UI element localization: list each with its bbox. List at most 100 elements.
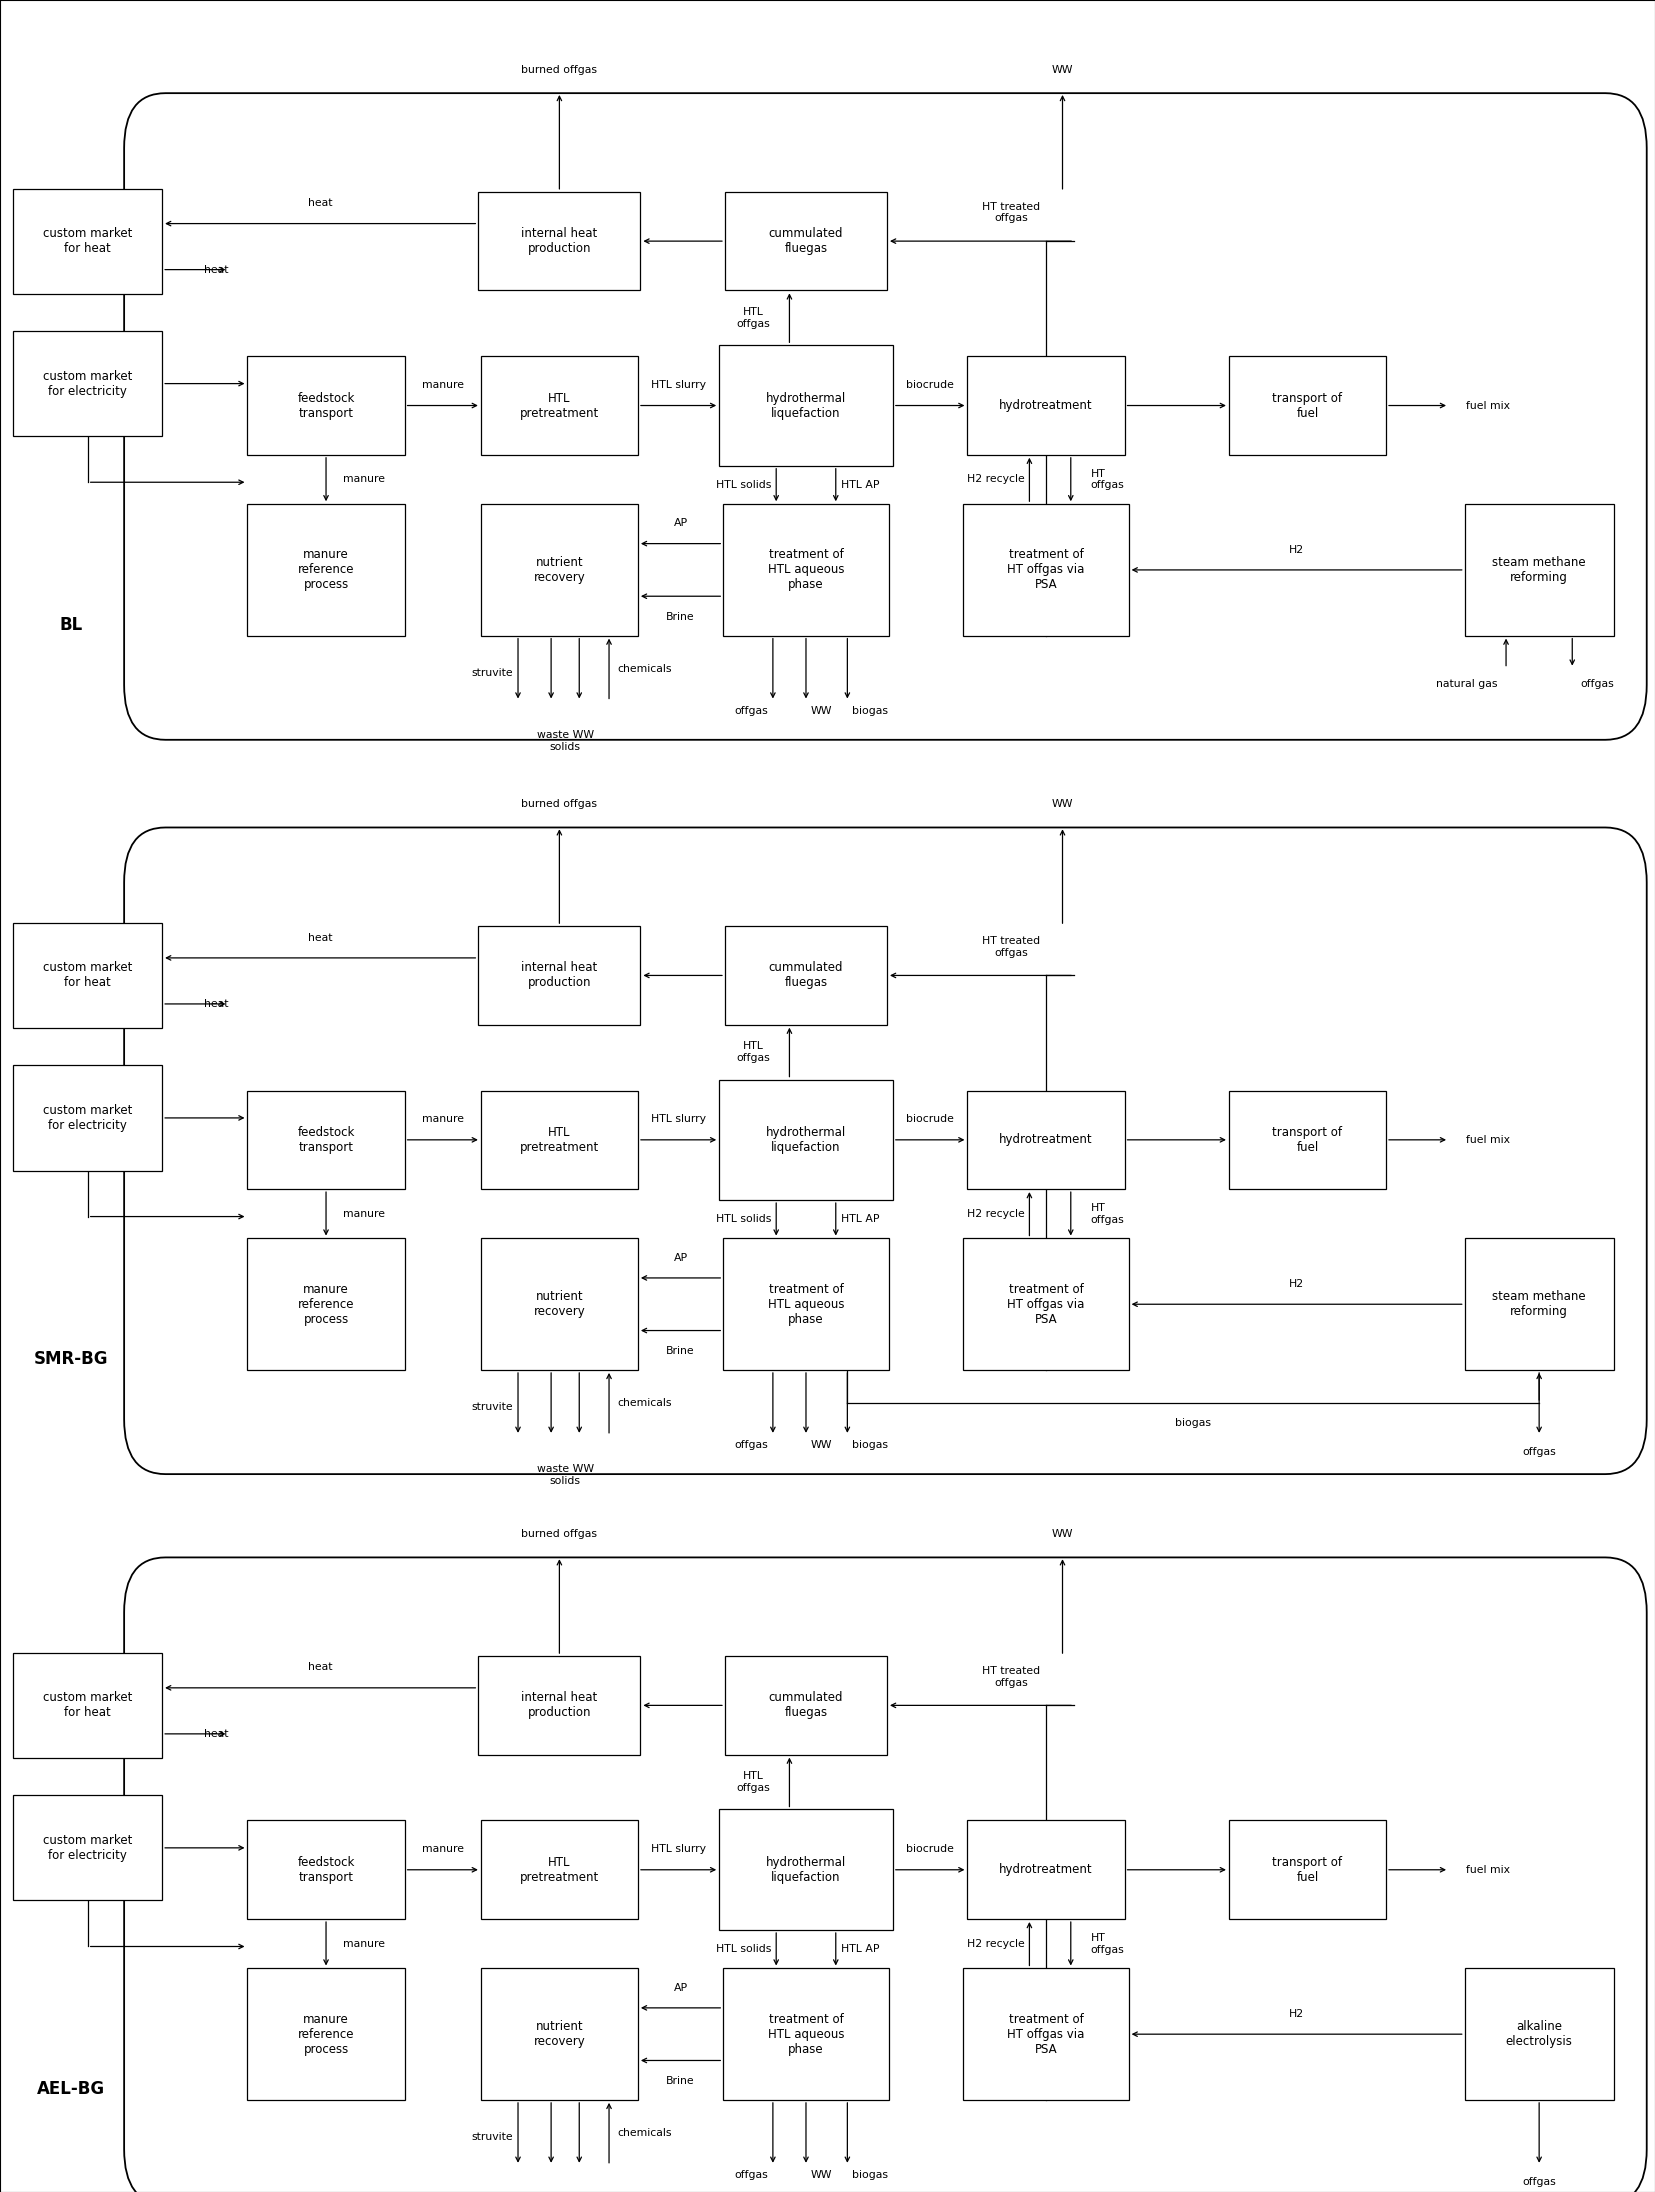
Text: H2 recycle: H2 recycle — [967, 473, 1024, 484]
Text: WW: WW — [811, 2170, 832, 2181]
Text: custom market
for electricity: custom market for electricity — [43, 370, 132, 397]
Text: biocrude: biocrude — [907, 379, 953, 390]
Text: heat: heat — [308, 932, 333, 943]
Text: HTL
offgas: HTL offgas — [736, 1771, 770, 1793]
Text: fuel mix: fuel mix — [1466, 401, 1509, 410]
Text: steam methane
reforming: steam methane reforming — [1493, 557, 1585, 583]
Text: HTL
pretreatment: HTL pretreatment — [520, 1857, 599, 1883]
Text: HTL AP: HTL AP — [841, 480, 879, 491]
Text: offgas: offgas — [735, 706, 768, 717]
FancyBboxPatch shape — [723, 1968, 889, 2100]
Text: BL: BL — [60, 616, 83, 633]
Text: WW: WW — [811, 706, 832, 717]
Text: HTL
offgas: HTL offgas — [736, 1041, 770, 1063]
Text: custom market
for electricity: custom market for electricity — [43, 1835, 132, 1861]
Text: transport of
fuel: transport of fuel — [1273, 392, 1342, 419]
Text: nutrient
recovery: nutrient recovery — [533, 2021, 586, 2047]
Text: internal heat
production: internal heat production — [521, 962, 597, 989]
Text: WW: WW — [1053, 64, 1072, 75]
FancyBboxPatch shape — [963, 1968, 1129, 2100]
Text: HT treated
offgas: HT treated offgas — [981, 202, 1041, 224]
Text: WW: WW — [1053, 1528, 1072, 1539]
Text: manure
reference
process: manure reference process — [298, 1282, 354, 1326]
Text: Brine: Brine — [667, 2076, 695, 2087]
Text: AP: AP — [674, 1252, 688, 1263]
Text: alkaline
electrolysis: alkaline electrolysis — [1506, 2021, 1572, 2047]
Text: natural gas: natural gas — [1437, 680, 1498, 688]
FancyBboxPatch shape — [725, 191, 887, 289]
FancyBboxPatch shape — [482, 504, 639, 636]
Text: H2: H2 — [1289, 2008, 1304, 2019]
Text: HTL solids: HTL solids — [717, 1214, 771, 1225]
Text: offgas: offgas — [1523, 1447, 1556, 1458]
FancyBboxPatch shape — [248, 1238, 405, 1370]
FancyBboxPatch shape — [718, 1081, 894, 1201]
Text: AP: AP — [674, 1982, 688, 1993]
FancyBboxPatch shape — [13, 1795, 162, 1900]
Text: HTL
offgas: HTL offgas — [736, 307, 770, 329]
Text: internal heat
production: internal heat production — [521, 1692, 597, 1719]
Text: HTL solids: HTL solids — [717, 1944, 771, 1955]
Text: Brine: Brine — [667, 1346, 695, 1357]
Text: cummulated
fluegas: cummulated fluegas — [768, 228, 844, 254]
Text: hydrotreatment: hydrotreatment — [1000, 1133, 1092, 1146]
Text: biogas: biogas — [852, 2170, 889, 2181]
Text: heat: heat — [204, 1000, 228, 1008]
Text: chemicals: chemicals — [617, 664, 672, 673]
Text: HTL slurry: HTL slurry — [650, 379, 707, 390]
Text: H2: H2 — [1289, 1278, 1304, 1289]
FancyBboxPatch shape — [967, 1092, 1125, 1188]
Text: AEL-BG: AEL-BG — [36, 2080, 106, 2098]
Text: AP: AP — [674, 517, 688, 528]
Text: struvite: struvite — [472, 669, 513, 677]
Text: fuel mix: fuel mix — [1466, 1865, 1509, 1874]
FancyBboxPatch shape — [482, 1092, 639, 1188]
Text: transport of
fuel: transport of fuel — [1273, 1127, 1342, 1153]
Text: offgas: offgas — [735, 2170, 768, 2181]
Text: feedstock
transport: feedstock transport — [298, 1857, 354, 1883]
FancyBboxPatch shape — [1465, 1968, 1614, 2100]
FancyBboxPatch shape — [723, 1238, 889, 1370]
Text: cummulated
fluegas: cummulated fluegas — [768, 1692, 844, 1719]
FancyBboxPatch shape — [248, 1819, 405, 1920]
FancyBboxPatch shape — [482, 357, 639, 456]
Text: manure: manure — [422, 1114, 463, 1124]
FancyBboxPatch shape — [482, 1819, 639, 1920]
Text: custom market
for heat: custom market for heat — [43, 1692, 132, 1719]
FancyBboxPatch shape — [482, 1968, 639, 2100]
Text: heat: heat — [204, 1729, 228, 1738]
Text: offgas: offgas — [1523, 2177, 1556, 2188]
FancyBboxPatch shape — [967, 1819, 1125, 1920]
Text: nutrient
recovery: nutrient recovery — [533, 1291, 586, 1317]
FancyBboxPatch shape — [478, 1657, 640, 1754]
Text: transport of
fuel: transport of fuel — [1273, 1857, 1342, 1883]
Text: manure: manure — [343, 473, 384, 484]
FancyBboxPatch shape — [478, 925, 640, 1024]
Text: HT
offgas: HT offgas — [1091, 469, 1124, 491]
Text: HTL AP: HTL AP — [841, 1944, 879, 1955]
FancyBboxPatch shape — [248, 504, 405, 636]
Text: biocrude: biocrude — [907, 1114, 953, 1124]
Text: cummulated
fluegas: cummulated fluegas — [768, 962, 844, 989]
Text: struvite: struvite — [472, 2133, 513, 2142]
Text: chemicals: chemicals — [617, 2128, 672, 2137]
Text: treatment of
HTL aqueous
phase: treatment of HTL aqueous phase — [768, 1282, 844, 1326]
Text: HTL
pretreatment: HTL pretreatment — [520, 392, 599, 419]
Text: treatment of
HTL aqueous
phase: treatment of HTL aqueous phase — [768, 2012, 844, 2056]
FancyBboxPatch shape — [963, 1238, 1129, 1370]
Text: manure: manure — [343, 1208, 384, 1219]
Text: custom market
for heat: custom market for heat — [43, 962, 132, 989]
FancyBboxPatch shape — [725, 925, 887, 1024]
Text: biogas: biogas — [852, 1440, 889, 1451]
Text: offgas: offgas — [735, 1440, 768, 1451]
Text: HT treated
offgas: HT treated offgas — [981, 936, 1041, 958]
Text: manure: manure — [422, 379, 463, 390]
FancyBboxPatch shape — [1228, 1819, 1387, 1920]
Text: heat: heat — [308, 1662, 333, 1672]
FancyBboxPatch shape — [718, 1811, 894, 1929]
FancyBboxPatch shape — [478, 191, 640, 289]
Text: burned offgas: burned offgas — [521, 64, 597, 75]
FancyBboxPatch shape — [13, 1653, 162, 1758]
FancyBboxPatch shape — [13, 1065, 162, 1171]
Text: biocrude: biocrude — [907, 1843, 953, 1854]
